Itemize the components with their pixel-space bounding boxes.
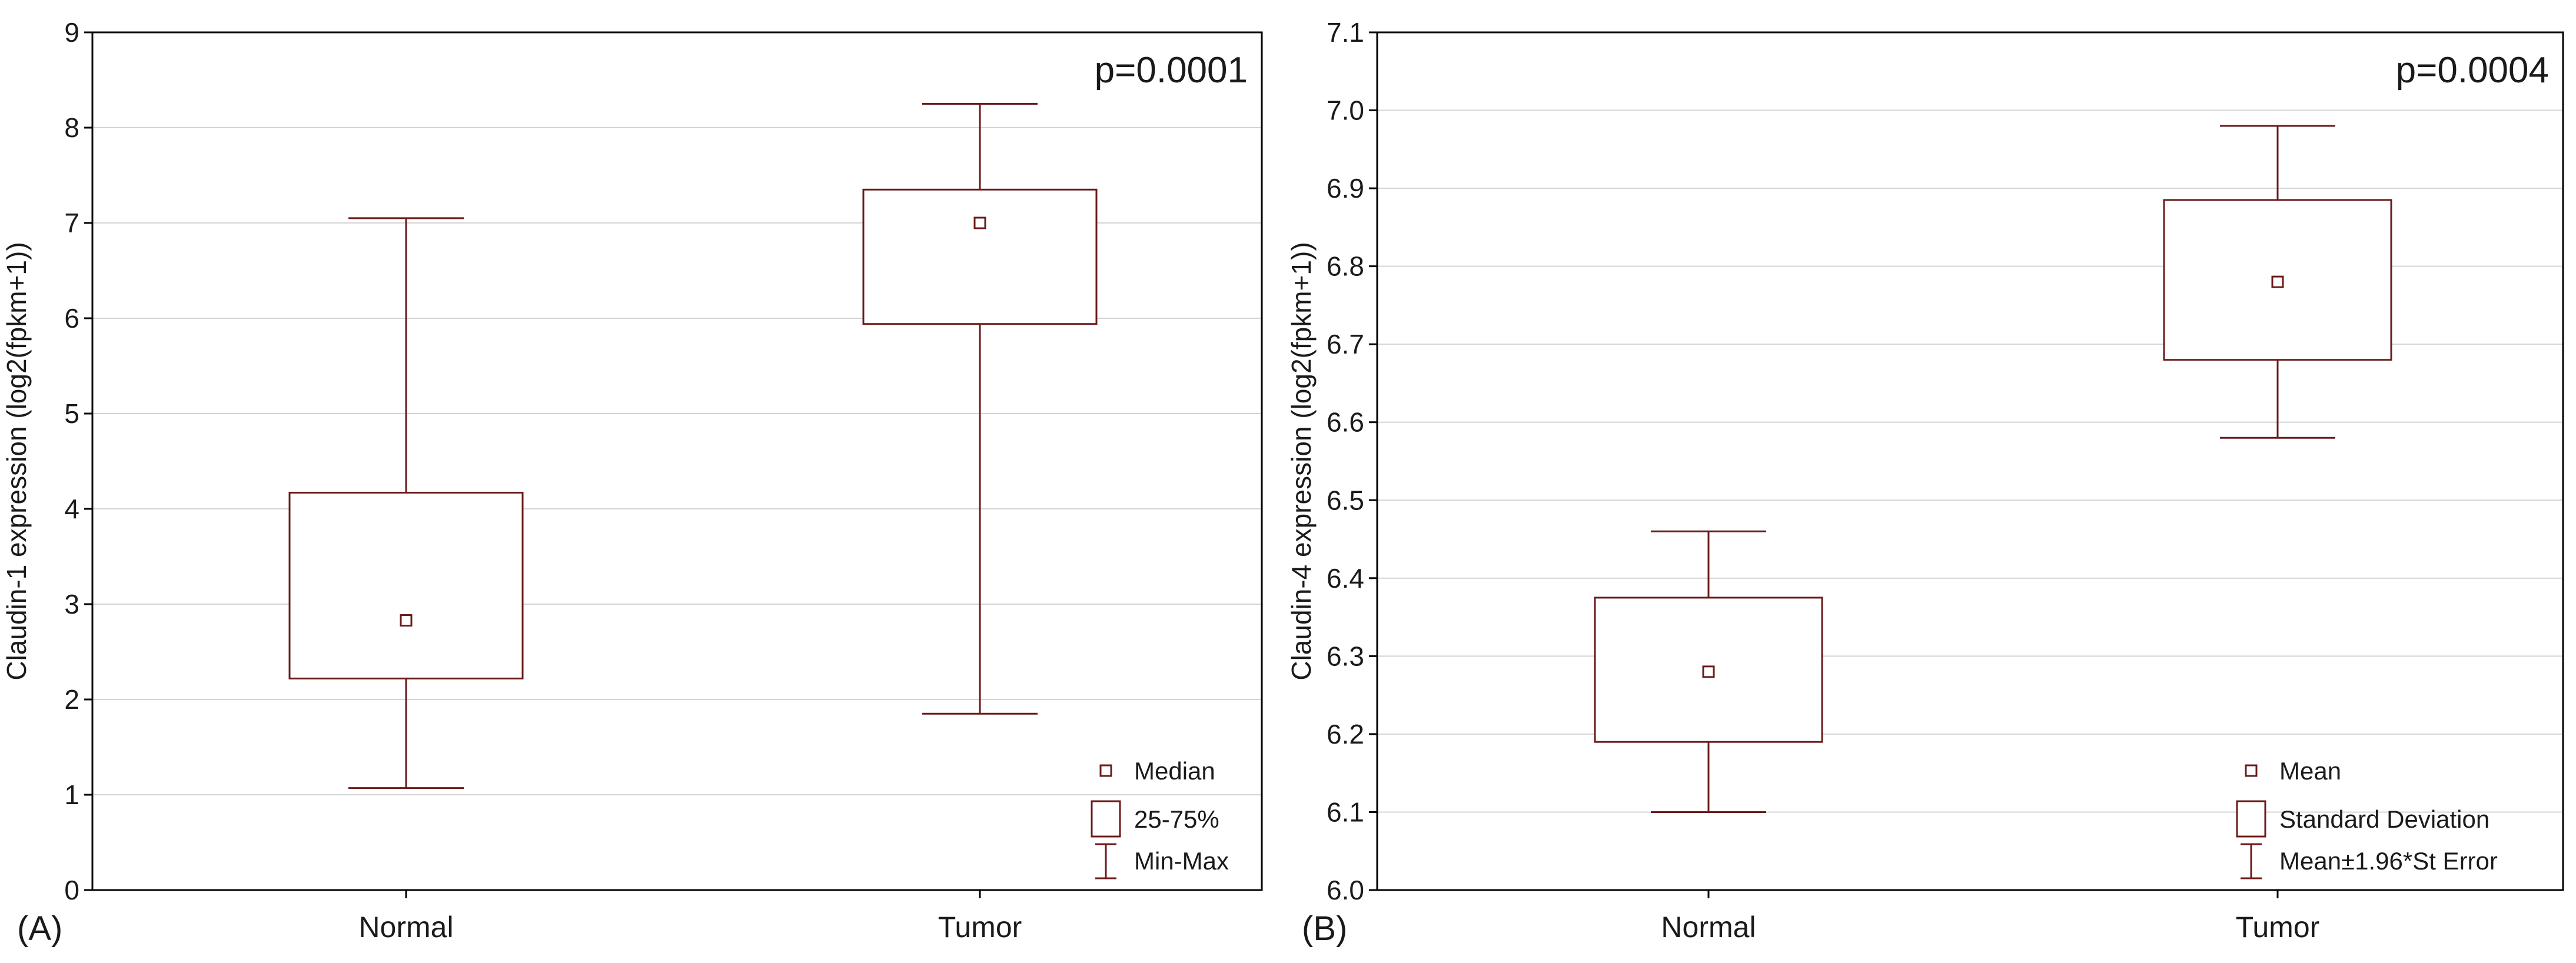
y-tick-label: 6.2	[1327, 719, 1364, 749]
legend-center-icon	[2245, 764, 2258, 777]
y-tick-label: 5	[64, 398, 79, 429]
y-tick-label: 6.9	[1327, 173, 1364, 204]
y-tick-label: 7	[64, 208, 79, 238]
center-marker-0-1	[973, 216, 986, 229]
legend-box-icon	[2236, 800, 2266, 838]
legend-label: Mean	[2279, 757, 2341, 785]
plot-frame-1	[1376, 31, 2564, 891]
y-tick-label: 6.8	[1327, 251, 1364, 282]
y-tick-label: 6.5	[1327, 485, 1364, 515]
y-tick-label: 6.3	[1327, 641, 1364, 671]
y-tick-label: 6.0	[1327, 875, 1364, 905]
y-tick-label: 6.6	[1327, 407, 1364, 438]
y-tick-label: 6	[64, 303, 79, 334]
center-marker-0-0	[400, 614, 413, 627]
y-tick-label: 0	[64, 875, 79, 905]
y-axis-title: Claudin-1 expression (log2(fpkm+1))	[1, 242, 32, 680]
legend-label: Standard Deviation	[2279, 805, 2489, 833]
y-tick-label: 9	[64, 17, 79, 48]
x-tick-label: Tumor	[938, 911, 1022, 944]
x-tick-label: Normal	[1661, 911, 1756, 944]
y-tick-label: 6.7	[1327, 329, 1364, 359]
legend-center-icon	[1099, 764, 1112, 777]
center-marker-1-0	[1702, 665, 1715, 678]
y-tick-label: 6.4	[1327, 563, 1364, 594]
p-value: p=0.0001	[1095, 50, 1248, 91]
y-tick-label: 1	[64, 779, 79, 810]
x-tick-label: Tumor	[2236, 911, 2320, 944]
box-0-0	[288, 491, 524, 679]
y-tick-label: 7.1	[1327, 17, 1364, 48]
y-tick-label: 8	[64, 112, 79, 143]
panel-label: (B)	[1302, 909, 1347, 948]
y-tick-label: 3	[64, 589, 79, 619]
p-value: p=0.0004	[2396, 50, 2549, 91]
center-marker-1-1	[2271, 275, 2284, 288]
plot-frame-0	[91, 31, 1263, 891]
legend-label: Median	[1134, 757, 1215, 785]
x-tick-label: Normal	[358, 911, 453, 944]
legend-label: Min-Max	[1134, 847, 1229, 875]
y-tick-label: 6.1	[1327, 797, 1364, 827]
box-0-1	[862, 188, 1098, 325]
legend-box-icon	[1091, 800, 1121, 838]
legend-label: 25-75%	[1134, 805, 1219, 833]
y-tick-label: 4	[64, 494, 79, 524]
legend-label: Mean±1.96*St Error	[2279, 847, 2498, 875]
y-tick-label: 2	[64, 684, 79, 715]
y-tick-label: 7.0	[1327, 95, 1364, 126]
panel-label: (A)	[17, 909, 62, 948]
y-axis-title: Claudin-4 expression (log2(fpkm+1))	[1286, 242, 1317, 680]
